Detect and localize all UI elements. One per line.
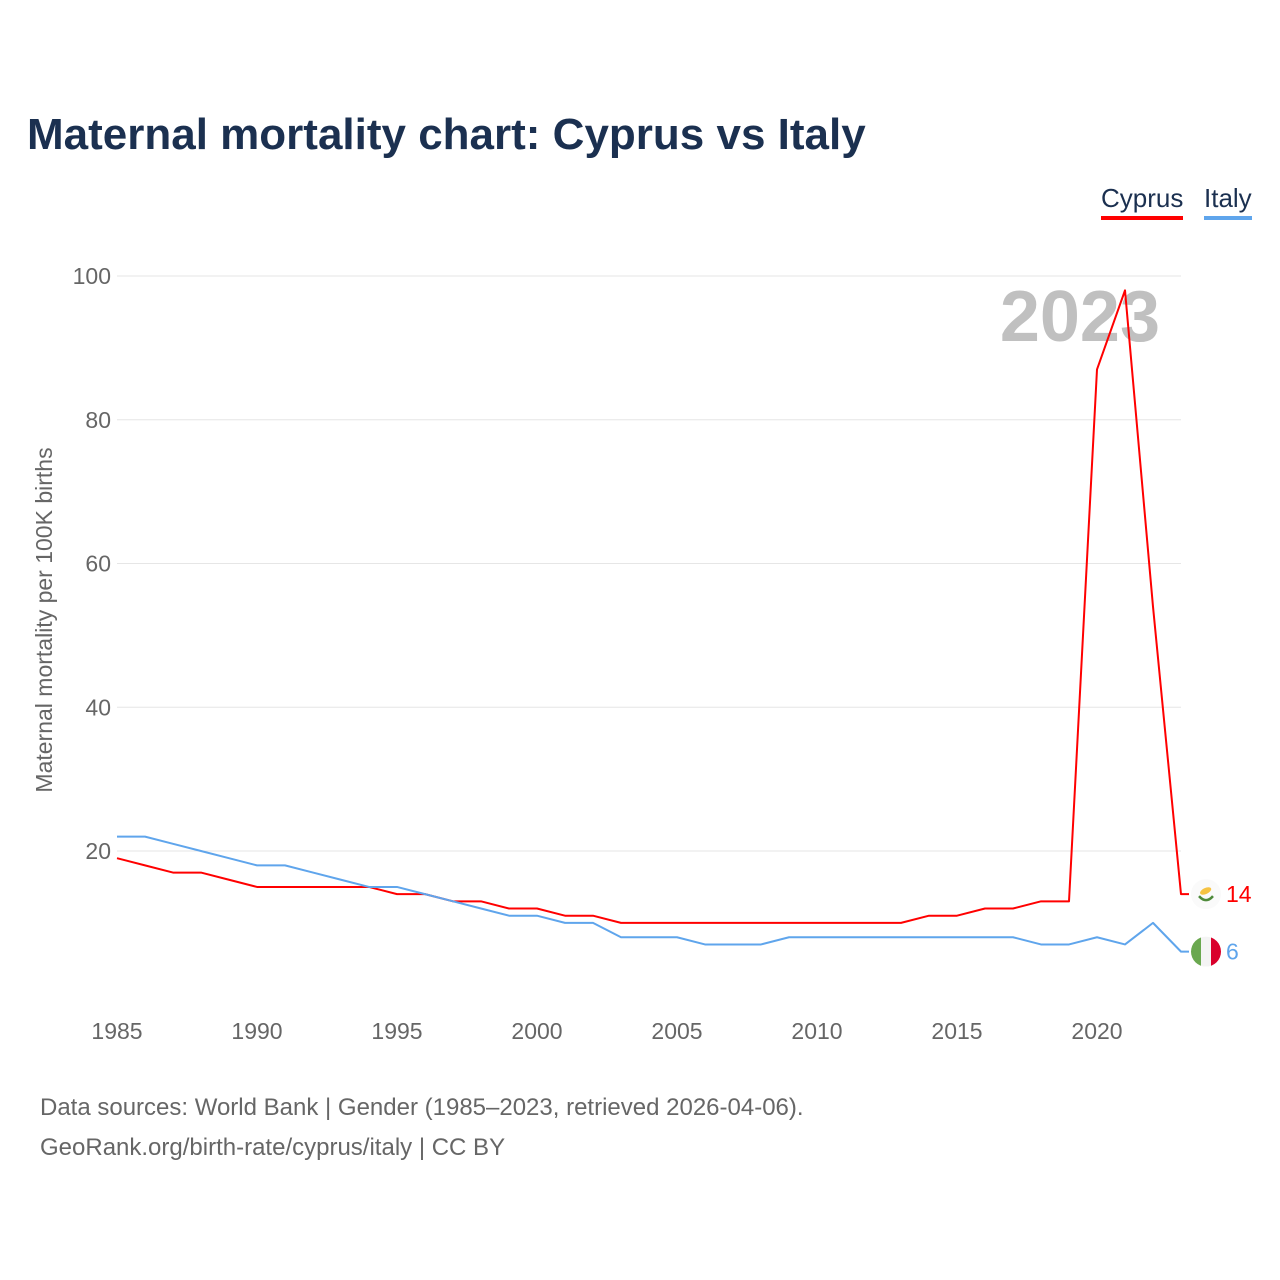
- end-label-cyprus: 14: [1226, 881, 1252, 907]
- x-tick-label: 2020: [1071, 1018, 1122, 1044]
- y-tick-label: 40: [85, 694, 111, 720]
- source-line-1: Data sources: World Bank | Gender (1985–…: [40, 1094, 804, 1121]
- year-annotation: 2023: [1000, 277, 1160, 357]
- italy-flag-icon: [1191, 936, 1221, 967]
- x-tick-label: 1995: [371, 1018, 422, 1044]
- x-tick-label: 2015: [931, 1018, 982, 1044]
- legend-italy[interactable]: Italy: [1204, 183, 1252, 220]
- y-axis-label: Maternal mortality per 100K births: [31, 447, 57, 792]
- chart-title: Maternal mortality chart: Cyprus vs Ital…: [27, 110, 866, 159]
- y-tick-label: 60: [85, 551, 111, 577]
- series-line-italy: [117, 835, 1189, 953]
- y-tick-label: 80: [85, 407, 111, 433]
- legend-cyprus[interactable]: Cyprus: [1101, 183, 1184, 220]
- x-tick-label: 2005: [651, 1018, 702, 1044]
- cyprus-flag-icon: [1191, 879, 1221, 910]
- end-label-italy: 6: [1226, 939, 1239, 965]
- x-tick-label: 1990: [231, 1018, 282, 1044]
- x-tick-label: 2000: [511, 1018, 562, 1044]
- source-note: Data sources: World Bank | Gender (1985–…: [40, 1088, 804, 1168]
- x-tick-label: 1985: [91, 1018, 142, 1044]
- series-line-cyprus: [116, 289, 1189, 924]
- source-line-2[interactable]: GeoRank.org/birth-rate/cyprus/italy | CC…: [40, 1134, 506, 1161]
- x-tick-label: 2010: [791, 1018, 842, 1044]
- y-tick-label: 20: [85, 838, 111, 864]
- y-tick-label: 100: [73, 263, 111, 289]
